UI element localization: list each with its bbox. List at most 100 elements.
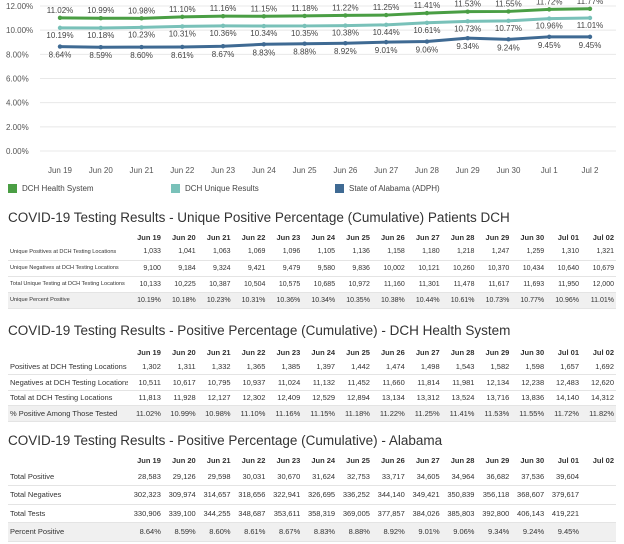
table-cell: 10,617 [162, 374, 198, 391]
data-label: 10.77% [495, 24, 522, 33]
table-cell: 12,529 [302, 390, 338, 406]
data-point [302, 13, 307, 19]
table-cell: 10,225 [162, 276, 198, 293]
table-cell: 10,511 [128, 374, 163, 391]
table-cell: 12,483 [546, 374, 581, 391]
legend-item-dch-unique-results[interactable]: DCH Unique Results [171, 184, 259, 193]
table-cell: 1,259 [511, 244, 547, 261]
table-cell: 1,069 [232, 244, 268, 261]
column-header: Jun 28 [450, 347, 475, 357]
table-cell: 39,604 [546, 467, 581, 486]
legend-item-state-of-alabama[interactable]: State of Alabama (ADPH) [335, 184, 440, 193]
table-cell: 10.35% [337, 292, 372, 309]
data-point [220, 44, 226, 49]
table-cell: 339,100 [162, 504, 198, 523]
table-cell: 10,795 [197, 374, 233, 391]
table-cell: 29,126 [162, 467, 198, 486]
table-cell: 8.64% [128, 522, 163, 542]
table-cell: 10.61% [441, 292, 477, 309]
table-cell: 8.59% [162, 522, 198, 542]
table-cell: 11,301 [406, 276, 442, 293]
table-cell: 1,397 [302, 359, 338, 375]
table-cell: 28,583 [128, 467, 163, 486]
data-label: 10.34% [250, 29, 277, 38]
column-header: Jun 21 [206, 232, 231, 242]
y-tick-label: 12.00% [6, 2, 33, 11]
column-header: Jun 20 [171, 347, 196, 357]
table-cell: 10,121 [406, 260, 442, 277]
data-label: 9.24% [497, 43, 520, 52]
table-cell: 11.55% [511, 405, 547, 422]
table-cell: 379,617 [546, 485, 581, 505]
data-point [343, 23, 348, 28]
column-header: Jul 02 [592, 455, 614, 465]
table-row: Unique Negatives at DCH Testing Location… [8, 260, 616, 277]
table-cell: 330,906 [128, 504, 163, 523]
table-cell: 12,000 [581, 276, 616, 293]
data-label: 10.19% [46, 31, 73, 40]
data-point [180, 24, 185, 29]
table-cell: 36,682 [476, 467, 512, 486]
table-cell: 10,937 [232, 374, 268, 391]
table-cell: 34,964 [441, 467, 477, 486]
table-cell: 9.06% [441, 522, 477, 542]
row-label: Total Negatives [8, 485, 129, 505]
table-cell: 12,127 [197, 390, 233, 406]
table-cell: 1,657 [546, 359, 581, 375]
table-row: Total Negatives 302,323 309,974 314,657 318,… [8, 485, 616, 505]
table-cell: 11,132 [302, 374, 338, 391]
table-cell: 11.22% [371, 405, 407, 422]
legend-swatch [8, 184, 17, 193]
table-cell: 29,598 [197, 467, 233, 486]
legend-label: State of Alabama (ADPH) [349, 184, 440, 193]
table-cell: 10.36% [267, 292, 303, 309]
data-point [343, 41, 348, 46]
table-row: Total at DCH Testing Locations 11,813 11,9… [8, 390, 616, 406]
x-tick-label: Jun 21 [130, 166, 155, 175]
table-cell: 8.67% [267, 522, 303, 542]
table-cell [581, 467, 616, 486]
data-label: 9.06% [416, 46, 439, 55]
table-cell: 10.19% [128, 292, 163, 309]
x-tick-label: Jun 29 [456, 166, 481, 175]
column-header: Jun 25 [346, 455, 370, 465]
table-cell: 10,575 [267, 276, 303, 293]
column-header: Jun 19 [137, 455, 161, 465]
data-label: 8.92% [334, 47, 357, 56]
table-cell: 406,143 [511, 504, 547, 523]
legend-item-dch-health-system[interactable]: DCH Health System [8, 184, 94, 193]
table-cell: 368,607 [511, 485, 547, 505]
data-point [302, 23, 307, 29]
table-cell: 31,624 [302, 467, 338, 486]
table-cell: 336,252 [337, 485, 372, 505]
x-tick-label: Jun 26 [333, 166, 358, 175]
table-cell: 12,620 [581, 374, 616, 391]
data-label: 9.45% [538, 41, 561, 50]
table-cell: 10,504 [232, 276, 268, 293]
data-point [465, 19, 470, 24]
data-point [587, 6, 593, 11]
table-cell: 14,140 [546, 390, 581, 406]
data-point [57, 44, 63, 49]
table-cell: 1,218 [441, 244, 477, 261]
table-cell: 11.25% [406, 405, 442, 422]
table-cell: 1,365 [232, 359, 268, 375]
table-cell: 11.10% [232, 405, 268, 422]
data-point [98, 25, 103, 31]
column-header: Jun 27 [415, 232, 440, 242]
table-cell: 1,321 [581, 244, 616, 261]
column-header: Jun 28 [450, 455, 475, 465]
table-row: % Positive Among Those Tested 11.02% 10.99… [8, 405, 616, 422]
column-header: Jun 20 [171, 232, 196, 242]
table-cell [581, 504, 616, 523]
legend-swatch [335, 184, 344, 193]
data-label: 8.83% [253, 48, 276, 57]
table-cell: 11,160 [371, 276, 407, 293]
row-label: Unique Negatives at DCH Testing Location… [8, 260, 129, 277]
column-header: Jun 30 [520, 347, 545, 357]
column-header: Jun 30 [520, 455, 545, 465]
table-cell: 353,611 [267, 504, 303, 523]
row-label: Positives at DCH Testing Locations [8, 359, 129, 375]
table-cell: 10,260 [441, 260, 477, 277]
row-label: Negatives at DCH Testing Locations [8, 374, 129, 391]
